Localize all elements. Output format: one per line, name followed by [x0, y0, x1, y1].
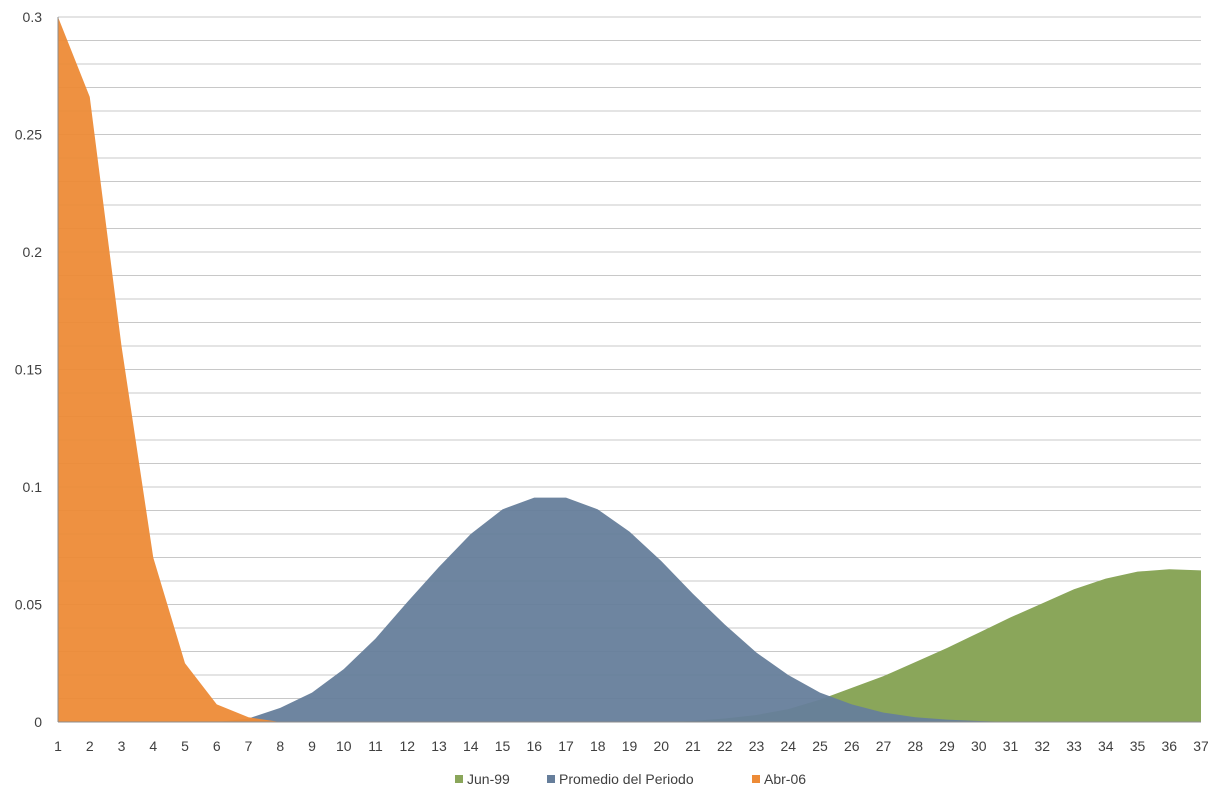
y-tick-label: 0.05: [15, 597, 42, 613]
x-tick-label: 30: [971, 738, 987, 754]
x-tick-label: 16: [526, 738, 542, 754]
gridlines: [58, 16, 1201, 699]
legend-label-promedio-del-periodo: Promedio del Periodo: [559, 771, 694, 785]
series-areas: [58, 17, 1201, 722]
x-tick-label: 8: [276, 738, 284, 754]
x-tick-label: 2: [86, 738, 94, 754]
x-tick-label: 14: [463, 738, 479, 754]
x-tick-label: 17: [558, 738, 574, 754]
x-tick-label: 6: [213, 738, 221, 754]
x-tick-label: 37: [1193, 738, 1208, 754]
x-tick-label: 10: [336, 738, 352, 754]
y-tick-label: 0.25: [15, 127, 42, 143]
x-tick-label: 11: [368, 738, 383, 754]
x-tick-label: 20: [653, 738, 669, 754]
x-tick-label: 24: [780, 738, 796, 754]
x-tick-label: 26: [844, 738, 860, 754]
y-axis-tick-labels: 0 0.05 0.1 0.15 0.2 0.25 0.3: [15, 9, 42, 730]
x-axis-tick-labels: 1 2 3 4 5 6 7 8 9 10 11 12 13 14 15 16 17 18 19 20 21 22 23 24 2…: [54, 738, 1208, 754]
axes: [57, 17, 1201, 723]
x-tick-label: 5: [181, 738, 189, 754]
legend-label-jun-99: Jun-99: [467, 771, 510, 785]
x-tick-label: 27: [876, 738, 892, 754]
area-series-abr-06: [58, 17, 1201, 722]
y-tick-label: 0: [34, 714, 42, 730]
x-tick-label: 31: [1003, 738, 1019, 754]
x-tick-label: 3: [118, 738, 126, 754]
x-tick-label: 34: [1098, 738, 1114, 754]
legend-swatch-abr-06: [752, 775, 760, 783]
y-tick-label: 0.1: [23, 479, 43, 495]
x-tick-label: 21: [685, 738, 701, 754]
x-tick-label: 13: [431, 738, 447, 754]
x-tick-label: 28: [907, 738, 923, 754]
legend-swatch-promedio-del-periodo: [547, 775, 555, 783]
x-tick-label: 36: [1161, 738, 1177, 754]
x-tick-label: 25: [812, 738, 828, 754]
x-tick-label: 9: [308, 738, 316, 754]
x-tick-label: 4: [149, 738, 157, 754]
x-tick-label: 35: [1130, 738, 1146, 754]
x-tick-label: 33: [1066, 738, 1082, 754]
y-tick-label: 0.3: [23, 9, 43, 25]
x-tick-label: 22: [717, 738, 733, 754]
y-tick-label: 0.15: [15, 362, 42, 378]
x-tick-label: 18: [590, 738, 606, 754]
x-tick-label: 12: [399, 738, 415, 754]
x-tick-label: 29: [939, 738, 955, 754]
legend: Jun-99 Promedio del Periodo Abr-06: [455, 771, 806, 785]
x-tick-label: 15: [495, 738, 511, 754]
y-tick-label: 0.2: [23, 244, 43, 260]
area-series-promedio-del-periodo: [58, 497, 1201, 722]
x-tick-label: 19: [622, 738, 638, 754]
x-tick-label: 7: [245, 738, 253, 754]
x-tick-label: 32: [1034, 738, 1050, 754]
x-tick-label: 23: [749, 738, 765, 754]
area-series-jun-99: [58, 569, 1201, 722]
x-tick-label: 1: [54, 738, 62, 754]
legend-label-abr-06: Abr-06: [764, 771, 806, 785]
legend-swatch-jun-99: [455, 775, 463, 783]
